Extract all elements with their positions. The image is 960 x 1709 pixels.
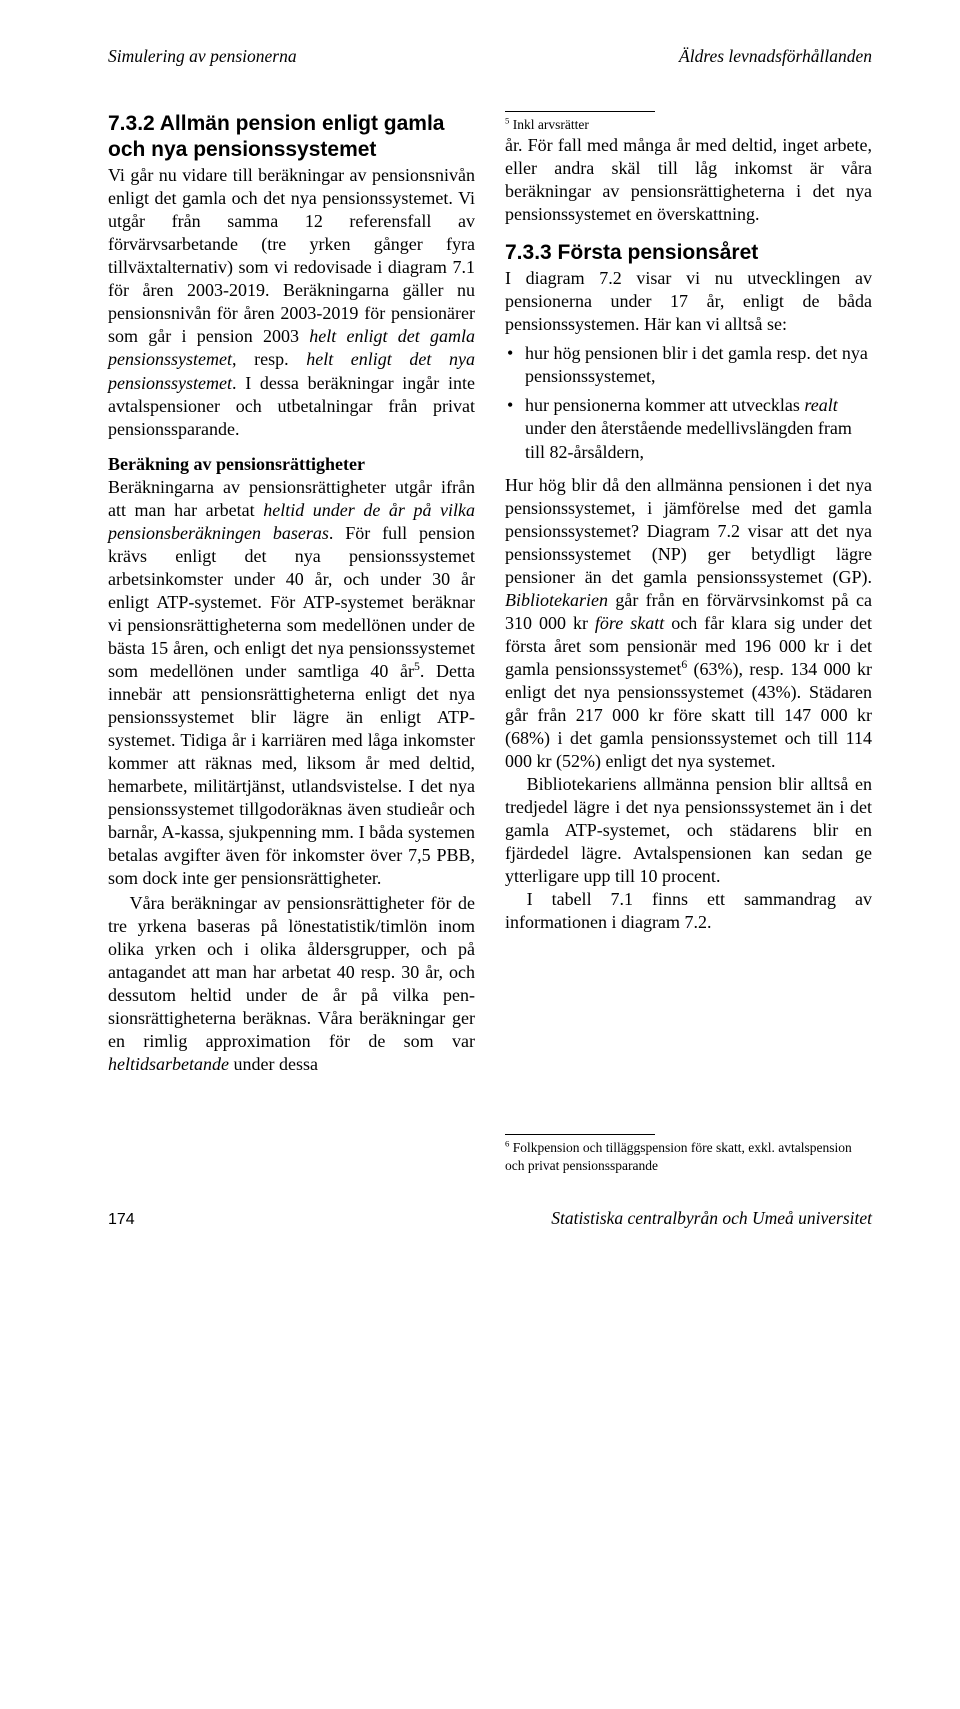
para-intro: Vi går nu vidare till beräkningar av pen… (108, 164, 475, 440)
para-calc: Våra beräkningar av pensionsrättighe­ter… (108, 892, 475, 1076)
footnote-5: 5 Inkl arvsrätter (505, 116, 872, 134)
footer-source: Statistiska centralbyrån och Umeå univer… (551, 1208, 872, 1229)
running-head-right: Äldres levnadsförhållanden (679, 46, 872, 67)
running-head-left: Simulering av pensionerna (108, 46, 297, 67)
footnote-rule-left (505, 111, 655, 112)
footnote-block-right: 6 Folkpension och tilläggspension före s… (505, 1134, 872, 1174)
para-rights: Beräkning av pensionsrättigheter Beräkni… (108, 453, 475, 891)
bullet-2: hur pensionerna kommer att utvecklas rea… (505, 394, 872, 463)
running-head: Simulering av pensionerna Äldres levnads… (108, 46, 872, 67)
footer: 174 Statistiska centralbyrån och Umeå un… (108, 1208, 872, 1229)
page: Simulering av pensionerna Äldres levnads… (0, 0, 960, 1265)
footnote-rule-right (505, 1134, 655, 1135)
bullet-list: hur hög pensionen blir i det gamla resp.… (505, 342, 872, 463)
para-overest: år. För fall med många år med deltid, in… (505, 134, 872, 226)
footnote-6: 6 Folkpension och tilläggspension före s… (505, 1139, 872, 1174)
para-diag72: I diagram 7.2 visar vi nu utvecklingen a… (505, 267, 872, 336)
body-columns: 7.3.2 Allmän pension enligt gamla och ny… (108, 111, 872, 1180)
heading-7-3-3: 7.3.3 Första pensionsåret (505, 240, 872, 266)
heading-7-3-2: 7.3.2 Allmän pension enligt gamla och ny… (108, 111, 475, 162)
page-number: 174 (108, 1211, 135, 1229)
runin-heading: Beräkning av pensionsrättigheter (108, 454, 365, 474)
para-compare: Hur hög blir då den allmänna pensionen i… (505, 474, 872, 773)
para-third: Bibliotekariens allmänna pension blir al… (505, 773, 872, 888)
footnote-block-left: 5 Inkl arvsrätter (505, 111, 872, 134)
para-table71: I tabell 7.1 finns ett sammandrag av inf… (505, 888, 872, 934)
bullet-1: hur hög pensionen blir i det gamla resp.… (505, 342, 872, 388)
